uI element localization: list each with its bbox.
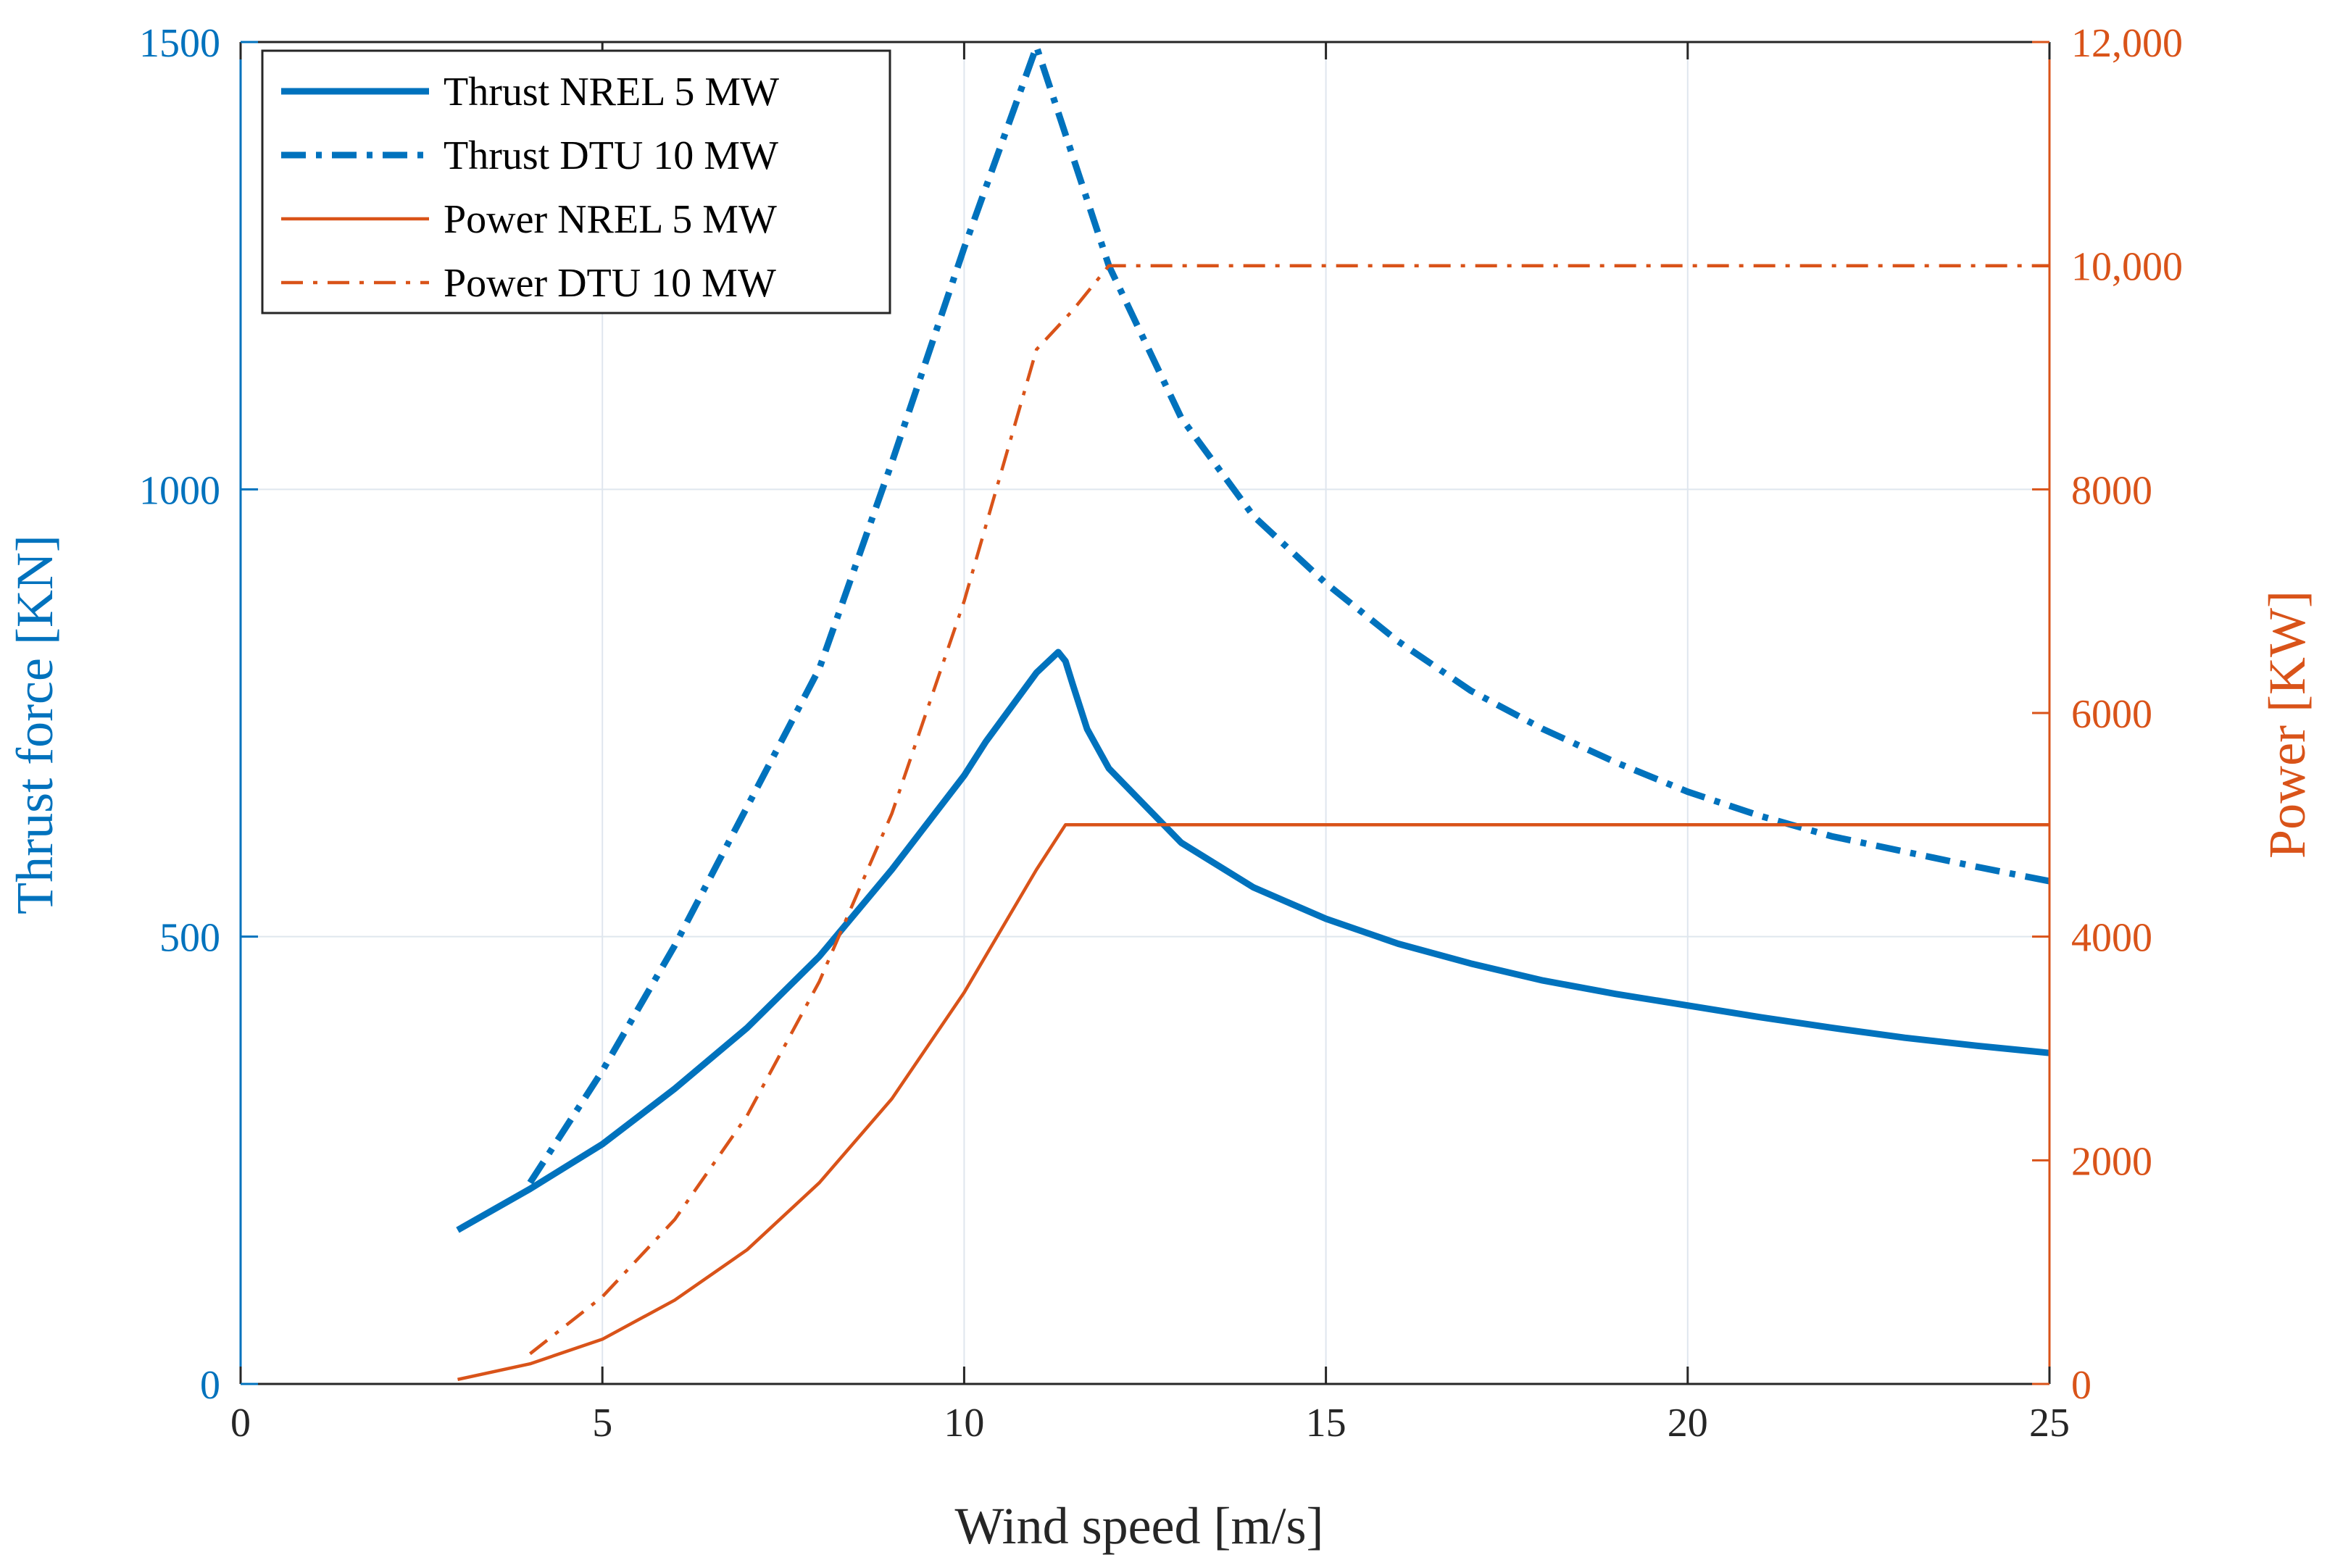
left-y-tick-label: 0	[200, 1363, 220, 1408]
right-y-axis-title: Power [KW]	[2258, 591, 2316, 859]
tick-labels: 0 5 10 15 20 25050010001500020004000600080001…	[139, 21, 2183, 1446]
right-y-tick-label: 2000	[2071, 1139, 2152, 1184]
series-line-power-nrel-5-mw	[457, 823, 2049, 1381]
series-line-thrust-nrel-5-mw	[456, 649, 2050, 1233]
right-y-tick-label: 12,000	[2071, 21, 2183, 66]
series-line-power-dtu-10-mw	[529, 264, 2049, 1356]
plot-series	[456, 43, 2050, 1381]
left-y-tick-label: 500	[159, 916, 220, 961]
x-tick-label: 10	[944, 1401, 984, 1446]
legend: Thrust NREL 5 MW Thrust DTU 10 MW Power NR…	[261, 49, 891, 314]
right-y-tick-label: 8000	[2071, 468, 2152, 513]
x-tick-label: 0	[230, 1401, 251, 1446]
x-tick-label: 5	[592, 1401, 612, 1446]
right-y-tick-label: 10,000	[2071, 245, 2183, 290]
right-y-tick-label: 6000	[2071, 692, 2152, 737]
x-tick-label: 15	[1306, 1401, 1347, 1446]
left-y-axis-title: Thrust force [KN]	[6, 535, 64, 914]
legend-label: Power NREL 5 MW	[444, 197, 777, 242]
x-axis-title: Wind speed [m/s]	[955, 1497, 1324, 1555]
right-y-tick-label: 0	[2071, 1363, 2091, 1408]
right-y-tick-label: 4000	[2071, 916, 2152, 961]
legend-label: Thrust NREL 5 MW	[444, 70, 779, 114]
legend-label: Power DTU 10 MW	[444, 261, 776, 306]
legend-label: Thrust DTU 10 MW	[444, 133, 778, 178]
left-y-tick-label: 1500	[139, 21, 220, 66]
x-tick-label: 20	[1668, 1401, 1708, 1446]
axes	[239, 41, 2051, 1385]
left-y-tick-label: 1000	[139, 468, 220, 513]
x-tick-label: 25	[2029, 1401, 2070, 1446]
